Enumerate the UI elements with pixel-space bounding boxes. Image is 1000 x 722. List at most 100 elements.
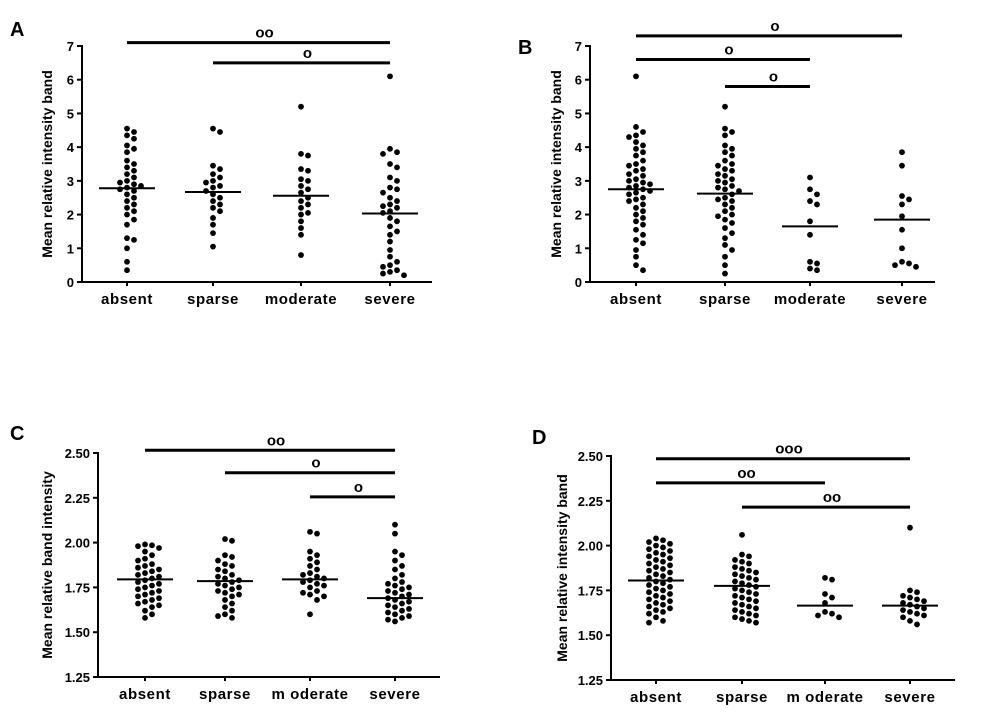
data-point: [807, 174, 813, 181]
data-point: [753, 598, 759, 605]
panel-letter: C: [10, 423, 24, 445]
y-tick-label: 4: [67, 140, 75, 155]
data-point: [229, 593, 235, 600]
data-point: [892, 262, 898, 269]
data-point: [729, 145, 735, 152]
data-point: [633, 189, 639, 196]
data-point: [298, 189, 304, 196]
data-point: [142, 614, 148, 621]
data-point: [640, 149, 646, 156]
data-point: [660, 565, 666, 572]
y-tick-label: 6: [575, 73, 582, 88]
data-point: [822, 574, 828, 581]
data-point: [222, 575, 228, 582]
data-point: [729, 204, 735, 211]
data-point: [729, 167, 735, 174]
data-point: [394, 149, 400, 156]
y-tick-label: 4: [575, 140, 583, 155]
data-point: [131, 201, 137, 208]
data-point: [406, 584, 412, 591]
data-point: [298, 218, 304, 225]
data-point: [399, 552, 405, 559]
data-point: [739, 594, 745, 601]
data-point: [746, 603, 752, 610]
data-point: [814, 201, 820, 208]
data-point: [906, 196, 912, 203]
data-point: [626, 134, 632, 140]
x-tick-label: sparse: [187, 291, 239, 308]
data-point: [640, 142, 646, 149]
data-point: [215, 573, 221, 580]
data-point: [729, 129, 735, 135]
data-point: [715, 184, 721, 191]
data-point: [633, 152, 639, 159]
data-point: [229, 537, 235, 544]
data-point: [149, 589, 155, 596]
data-point: [229, 600, 235, 607]
data-point: [314, 552, 320, 559]
data-point: [142, 598, 148, 605]
data-point: [722, 253, 728, 260]
data-point: [732, 585, 738, 592]
data-point: [314, 597, 320, 603]
data-point: [385, 580, 391, 587]
data-point: [722, 186, 728, 193]
data-point: [142, 562, 148, 569]
data-point: [394, 204, 400, 211]
data-point: [131, 129, 137, 135]
data-point: [633, 211, 639, 218]
data-point: [135, 586, 141, 593]
data-point: [633, 247, 639, 253]
data-point: [305, 167, 311, 174]
data-point: [907, 609, 913, 615]
data-point: [667, 583, 673, 590]
panel-d: D Mean relative intensity band 1.25 1.50 1.7…: [532, 427, 955, 706]
data-point: [715, 213, 721, 220]
data-point: [135, 593, 141, 600]
y-tick-label: 1.50: [578, 628, 603, 643]
data-point: [217, 208, 223, 215]
x-tick-label: absent: [630, 689, 682, 706]
data-point: [914, 610, 920, 617]
data-point: [715, 196, 721, 203]
y-tick-label: 0: [67, 275, 74, 290]
y-tick-label: 6: [67, 73, 74, 88]
data-point: [653, 607, 659, 614]
data-point: [722, 172, 728, 179]
data-point: [387, 145, 393, 152]
data-point: [217, 129, 223, 135]
data-point: [633, 196, 639, 203]
data-point: [640, 166, 646, 172]
data-point: [387, 184, 393, 191]
data-point: [307, 570, 313, 576]
data-point: [626, 191, 632, 198]
data-point: [746, 610, 752, 617]
data-point: [746, 560, 752, 567]
data-point: [829, 576, 835, 583]
data-point: [653, 542, 659, 549]
data-point: [305, 177, 311, 184]
y-tick-label: 2.00: [65, 536, 90, 551]
data-point: [646, 582, 652, 588]
data-point: [646, 567, 652, 574]
data-point: [729, 176, 735, 183]
y-tick-label: 2: [575, 208, 582, 223]
data-point: [142, 584, 148, 591]
x-tick-label: absent: [101, 291, 153, 308]
data-point: [394, 186, 400, 193]
data-point: [131, 167, 137, 174]
significance-label: ooo: [775, 441, 803, 458]
data-point: [913, 263, 919, 270]
data-point: [653, 535, 659, 542]
data-point: [300, 571, 306, 578]
data-point: [380, 203, 386, 210]
significance-label: o: [303, 45, 312, 62]
data-point: [633, 176, 639, 183]
data-point: [660, 609, 666, 615]
data-point: [660, 601, 666, 608]
data-point: [394, 198, 400, 204]
data-point: [829, 594, 835, 601]
data-point: [815, 612, 821, 619]
data-point: [314, 566, 320, 573]
data-point: [298, 198, 304, 204]
